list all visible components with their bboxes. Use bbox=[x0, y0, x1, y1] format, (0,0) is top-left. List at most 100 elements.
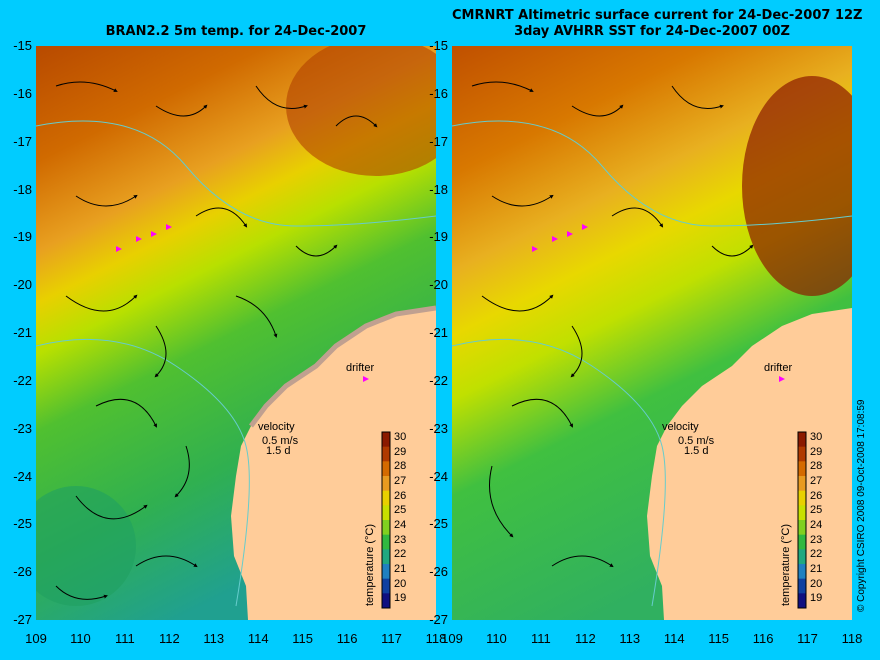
colorbar-swatch bbox=[382, 564, 390, 580]
lat-tick-label: -26 bbox=[429, 564, 448, 580]
velocity-scale-label: 0.5 m/s bbox=[262, 435, 299, 447]
colorbar-swatch bbox=[382, 461, 390, 477]
lon-tick-label: 111 bbox=[114, 631, 135, 646]
colorbar-swatch bbox=[798, 593, 806, 609]
lat-tick-label: -17 bbox=[429, 133, 448, 149]
lon-tick-label: 114 bbox=[247, 631, 269, 646]
colorbar bbox=[381, 431, 391, 609]
colorbar-swatch bbox=[382, 505, 390, 521]
lon-tick-label: 115 bbox=[292, 631, 314, 646]
lat-tick-label: -15 bbox=[429, 38, 448, 53]
lon-tick-label: 117 bbox=[797, 631, 818, 646]
colorbar-swatch bbox=[798, 461, 806, 477]
lat-tick-label: -17 bbox=[13, 133, 32, 149]
right-map-title-line1: CMRNRT Altimetric surface current for 24… bbox=[452, 8, 863, 23]
current-vectors bbox=[55, 81, 378, 600]
lon-tick-label: 113 bbox=[619, 631, 641, 646]
colorbar-swatch bbox=[382, 578, 390, 594]
colorbar-swatch bbox=[798, 446, 806, 462]
colorbar-swatch bbox=[798, 505, 806, 521]
colorbar-title: temperature (°C) bbox=[364, 523, 376, 606]
colorbar-tick-label: 30 bbox=[810, 431, 823, 443]
current-vectors bbox=[471, 81, 754, 568]
colorbar-tick-label: 24 bbox=[394, 519, 407, 531]
lat-tick-label: -27 bbox=[429, 612, 448, 627]
lon-tick-label: 111 bbox=[530, 631, 551, 646]
lat-tick-label: -26 bbox=[13, 564, 32, 580]
lon-tick-label: 113 bbox=[203, 631, 225, 646]
lon-tick-label: 116 bbox=[336, 631, 358, 646]
colorbar-swatch bbox=[382, 520, 390, 536]
lon-tick-label: 112 bbox=[158, 631, 180, 646]
lat-tick-label: -19 bbox=[429, 229, 448, 245]
lon-tick-label: 116 bbox=[752, 631, 774, 646]
colorbar-tick-label: 24 bbox=[810, 519, 823, 531]
colorbar-swatch bbox=[798, 534, 806, 550]
colorbar-title: temperature (°C) bbox=[780, 523, 792, 606]
lon-tick-label: 109 bbox=[25, 631, 47, 646]
colorbar-swatch bbox=[382, 534, 390, 550]
lat-tick-label: -21 bbox=[429, 325, 448, 340]
colorbar-tick-label: 20 bbox=[810, 577, 823, 590]
colorbar-tick-label: 20 bbox=[394, 577, 407, 590]
colorbar-swatch bbox=[382, 446, 390, 462]
colorbar bbox=[797, 431, 807, 609]
colorbar-tick-label: 23 bbox=[394, 533, 407, 546]
colorbar-tick-label: 22 bbox=[394, 548, 407, 561]
colorbar-tick-label: 19 bbox=[810, 592, 823, 605]
lat-tick-label: -16 bbox=[429, 85, 448, 101]
lon-tick-label: 109 bbox=[441, 631, 463, 646]
lat-tick-label: -22 bbox=[13, 372, 32, 388]
colorbar-tick-label: 27 bbox=[810, 475, 823, 487]
velocity-time-label: 1.5 d bbox=[684, 445, 709, 457]
lat-tick-label: -21 bbox=[13, 325, 32, 340]
lon-tick-label: 110 bbox=[70, 631, 91, 646]
colorbar-swatch bbox=[798, 564, 806, 580]
colorbar-tick-label: 28 bbox=[394, 460, 407, 473]
colorbar-tick-label: 22 bbox=[810, 548, 823, 561]
lon-tick-label: 112 bbox=[574, 631, 596, 646]
velocity-scale-label: 0.5 m/s bbox=[678, 435, 715, 447]
lon-tick-label: 114 bbox=[663, 631, 685, 646]
colorbar-swatch bbox=[798, 432, 806, 448]
colorbar-swatch bbox=[798, 520, 806, 536]
colorbar-tick-label: 25 bbox=[394, 504, 407, 517]
lat-tick-label: -18 bbox=[429, 181, 448, 197]
colorbar-tick-label: 23 bbox=[810, 533, 823, 546]
colorbar-swatch bbox=[382, 432, 390, 448]
colorbar-tick-label: 21 bbox=[394, 563, 407, 575]
velocity-time-label: 1.5 d bbox=[266, 445, 291, 457]
colorbar-tick-label: 25 bbox=[810, 504, 823, 517]
lat-tick-label: -20 bbox=[13, 277, 32, 293]
colorbar-swatch bbox=[382, 549, 390, 565]
colorbar-swatch bbox=[798, 490, 806, 506]
lat-tick-label: -22 bbox=[429, 372, 448, 388]
lon-tick-label: 110 bbox=[486, 631, 507, 646]
copyright-text: © Copyright CSIRO 2008 09-Oct-2008 17:08… bbox=[856, 399, 867, 613]
drifter-track bbox=[116, 224, 369, 382]
drifter-label: drifter bbox=[764, 362, 793, 374]
lat-tick-label: -16 bbox=[13, 85, 32, 101]
colorbar-swatch bbox=[382, 490, 390, 506]
lat-tick-label: -25 bbox=[13, 516, 32, 532]
lat-tick-label: -23 bbox=[429, 420, 448, 436]
lon-tick-label: 118 bbox=[841, 631, 863, 646]
colorbar-tick-label: 30 bbox=[394, 431, 407, 443]
colorbar-swatch bbox=[382, 476, 390, 492]
colorbar-swatch bbox=[798, 476, 806, 492]
lon-tick-label: 118 bbox=[425, 631, 447, 646]
colorbar-swatch bbox=[798, 549, 806, 565]
colorbar-tick-label: 19 bbox=[394, 592, 407, 605]
lat-tick-label: -24 bbox=[13, 468, 32, 484]
velocity-label: velocity bbox=[258, 421, 295, 433]
colorbar-tick-label: 28 bbox=[810, 460, 823, 473]
right-map-title-line2: 3day AVHRR SST for 24-Dec-2007 00Z bbox=[514, 24, 790, 39]
lat-tick-label: -25 bbox=[429, 516, 448, 532]
right-map-panel bbox=[452, 46, 852, 620]
lat-tick-label: -24 bbox=[429, 468, 448, 484]
lon-tick-label: 115 bbox=[708, 631, 730, 646]
lat-tick-label: -19 bbox=[13, 229, 32, 245]
colorbar-swatch bbox=[382, 593, 390, 609]
lat-tick-label: -15 bbox=[13, 38, 32, 53]
lat-tick-label: -20 bbox=[429, 277, 448, 293]
